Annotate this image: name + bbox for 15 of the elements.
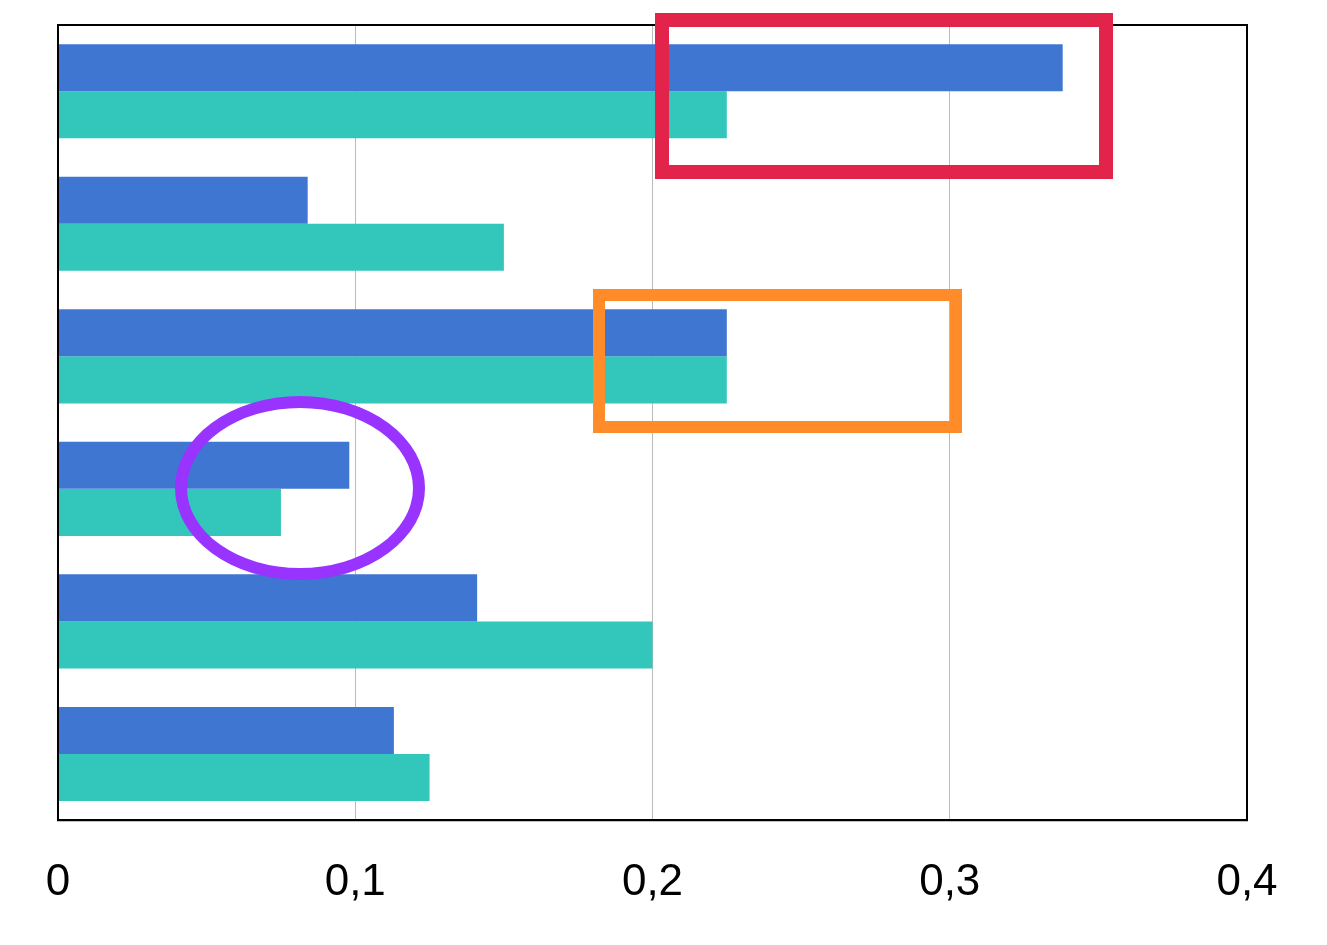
bar	[58, 574, 478, 622]
x-tick-label: 0,3	[919, 854, 981, 904]
x-tick-label: 0	[45, 854, 71, 904]
bar	[58, 44, 1063, 92]
bar	[58, 176, 308, 224]
bar	[58, 441, 350, 489]
bar	[58, 91, 727, 139]
bar	[58, 753, 430, 801]
x-tick-label: 0,4	[1216, 854, 1278, 904]
bar	[58, 488, 281, 536]
bar	[58, 706, 394, 754]
bar	[58, 621, 653, 669]
x-tick-label: 0,1	[324, 854, 386, 904]
x-tick-label: 0,2	[621, 854, 684, 904]
bar	[58, 223, 504, 271]
